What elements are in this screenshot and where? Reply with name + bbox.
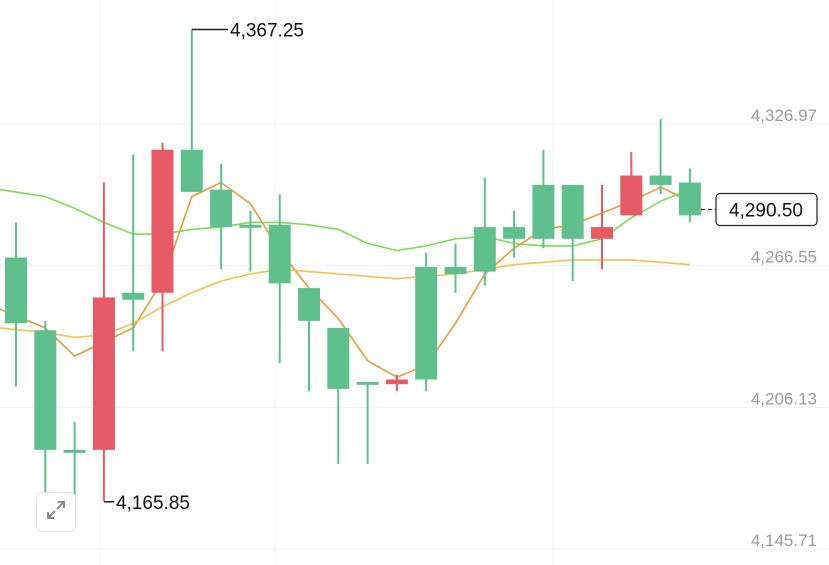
last-price-label: 4,290.50: [729, 201, 803, 222]
candle-body: [678, 182, 701, 216]
candle-body: [151, 149, 174, 293]
y-tick-label: 4,266.55: [751, 248, 817, 267]
high-price-label: 4,367.25: [230, 21, 304, 42]
candle-body: [122, 292, 145, 300]
candle-body: [356, 381, 379, 385]
low-price-label: 4,165.85: [116, 493, 190, 514]
expand-button[interactable]: [36, 492, 76, 532]
last-price-box: [715, 192, 818, 227]
y-tick-label: 4,206.13: [751, 389, 817, 408]
expand-arrows-icon: [45, 499, 67, 526]
candle-body: [532, 184, 555, 239]
candle-body: [591, 227, 613, 239]
candle-body: [473, 227, 496, 272]
candle-body: [268, 224, 291, 284]
candle-body: [327, 327, 350, 389]
candle-body: [385, 379, 408, 385]
moving-average-line-2: [0, 188, 691, 252]
y-tick-label: 4,326.97: [751, 106, 817, 125]
candle-body: [444, 266, 467, 274]
candle-body: [649, 175, 672, 185]
candle-body: [620, 175, 643, 216]
candle-body: [239, 224, 262, 228]
candle-body: [210, 189, 233, 228]
candle-body: [92, 297, 115, 450]
candle-body: [503, 227, 526, 239]
candle-body: [5, 257, 27, 324]
candle-body: [415, 266, 438, 380]
candle-body: [180, 149, 203, 192]
y-tick-label: 4,145.71: [751, 531, 817, 550]
candle-body: [298, 288, 320, 321]
moving-average-line-3: [0, 259, 690, 339]
candle-body: [34, 330, 57, 450]
candle-body: [63, 449, 86, 453]
candle-body: [561, 184, 584, 239]
